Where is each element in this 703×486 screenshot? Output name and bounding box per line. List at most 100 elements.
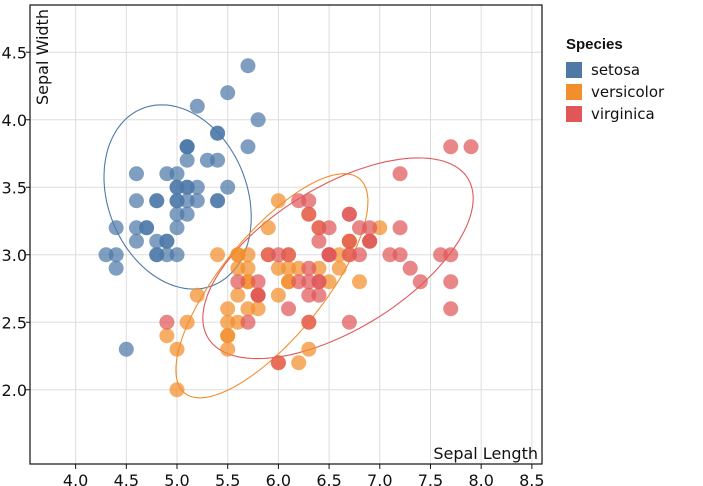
- x-tick-label: 5.5: [215, 471, 240, 486]
- point-virginica: [311, 233, 327, 249]
- point-setosa: [240, 139, 256, 155]
- legend-item-virginica: virginica: [566, 103, 664, 125]
- point-virginica: [159, 314, 175, 330]
- point-setosa: [159, 166, 175, 182]
- point-setosa: [169, 220, 185, 236]
- point-setosa: [179, 152, 195, 168]
- legend-swatch-setosa: [566, 62, 582, 78]
- x-tick-label: 4.5: [114, 471, 139, 486]
- point-virginica: [250, 274, 266, 290]
- legend-swatch-versicolor: [566, 84, 582, 100]
- x-tick-label: 5.0: [164, 471, 189, 486]
- point-versicolor: [189, 287, 205, 303]
- point-versicolor: [220, 341, 236, 357]
- point-versicolor: [270, 260, 286, 276]
- point-virginica: [443, 301, 459, 317]
- data-points: [98, 58, 479, 398]
- point-virginica: [301, 314, 317, 330]
- point-versicolor: [352, 274, 368, 290]
- point-setosa: [108, 247, 124, 263]
- point-setosa: [220, 179, 236, 195]
- point-versicolor: [301, 341, 317, 357]
- point-virginica: [270, 355, 286, 371]
- point-setosa: [189, 98, 205, 114]
- point-versicolor: [250, 301, 266, 317]
- point-setosa: [128, 193, 144, 209]
- point-versicolor: [260, 220, 276, 236]
- point-virginica: [392, 166, 408, 182]
- point-versicolor: [240, 247, 256, 263]
- point-setosa: [210, 125, 226, 141]
- x-tick-label: 4.0: [63, 471, 88, 486]
- point-setosa: [210, 193, 226, 209]
- point-virginica: [463, 139, 479, 155]
- plot-border: [29, 4, 543, 465]
- point-virginica: [392, 247, 408, 263]
- legend-label: virginica: [591, 105, 655, 123]
- y-axis-title: Sepal Width: [33, 9, 52, 105]
- point-virginica: [291, 193, 307, 209]
- point-versicolor: [230, 287, 246, 303]
- point-versicolor: [270, 193, 286, 209]
- point-setosa: [169, 247, 185, 263]
- point-virginica: [341, 314, 357, 330]
- point-setosa: [179, 139, 195, 155]
- point-virginica: [240, 314, 256, 330]
- point-virginica: [341, 206, 357, 222]
- point-versicolor: [220, 301, 236, 317]
- point-versicolor: [169, 382, 185, 398]
- point-setosa: [108, 220, 124, 236]
- point-setosa: [159, 233, 175, 249]
- point-versicolor: [210, 247, 226, 263]
- point-virginica: [230, 274, 246, 290]
- point-virginica: [443, 139, 459, 155]
- point-versicolor: [159, 328, 175, 344]
- point-virginica: [402, 260, 418, 276]
- point-versicolor: [240, 260, 256, 276]
- point-setosa: [169, 179, 185, 195]
- point-versicolor: [179, 314, 195, 330]
- legend-item-versicolor: versicolor: [566, 81, 664, 103]
- point-versicolor: [220, 314, 236, 330]
- point-setosa: [108, 260, 124, 276]
- point-setosa: [220, 85, 236, 101]
- x-tick-label: 6.5: [316, 471, 341, 486]
- point-virginica: [443, 247, 459, 263]
- point-virginica: [341, 247, 357, 263]
- legend: Species setosa versicolor virginica: [566, 36, 664, 125]
- y-tick-label: 3.5: [2, 178, 27, 197]
- legend-item-setosa: setosa: [566, 59, 664, 81]
- point-setosa: [128, 220, 144, 236]
- x-tick-label: 7.0: [367, 471, 392, 486]
- y-tick-label: 2.0: [2, 381, 27, 400]
- point-virginica: [301, 287, 317, 303]
- point-setosa: [240, 58, 256, 74]
- legend-label: versicolor: [591, 83, 665, 101]
- y-tick-label: 4.0: [2, 111, 27, 130]
- point-virginica: [412, 274, 428, 290]
- legend-title: Species: [566, 36, 623, 53]
- point-virginica: [392, 220, 408, 236]
- point-virginica: [311, 220, 327, 236]
- grid: [30, 5, 542, 464]
- point-setosa: [169, 206, 185, 222]
- y-tick-label: 4.5: [2, 43, 27, 62]
- point-versicolor: [291, 355, 307, 371]
- axis-ticks: 4.0 4.5 5.0 5.5 6.0 6.5 7.0 7.5 8.0 8.5 2.0 2.5 3.0 3…: [2, 43, 545, 486]
- point-setosa: [179, 193, 195, 209]
- point-virginica: [443, 274, 459, 290]
- point-setosa: [189, 179, 205, 195]
- point-versicolor: [169, 341, 185, 357]
- point-virginica: [281, 301, 297, 317]
- point-versicolor: [331, 260, 347, 276]
- point-setosa: [118, 341, 134, 357]
- point-virginica: [321, 247, 337, 263]
- point-setosa: [128, 233, 144, 249]
- y-tick-label: 2.5: [2, 313, 27, 332]
- point-virginica: [341, 233, 357, 249]
- x-tick-label: 6.0: [266, 471, 291, 486]
- point-setosa: [199, 152, 215, 168]
- point-virginica: [301, 260, 317, 276]
- point-versicolor: [220, 328, 236, 344]
